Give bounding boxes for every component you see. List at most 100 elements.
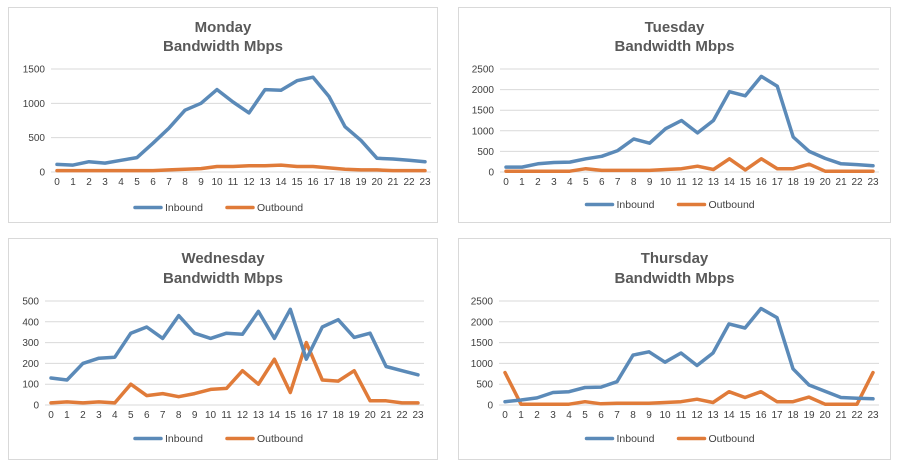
x-tick-label: 23 xyxy=(412,410,424,421)
x-tick-label: 13 xyxy=(707,410,719,421)
y-tick-label: 1500 xyxy=(471,338,494,349)
x-tick-label: 8 xyxy=(631,177,637,188)
y-tick-label: 0 xyxy=(33,401,39,412)
x-tick-label: 4 xyxy=(118,177,124,188)
x-tick-label: 10 xyxy=(205,410,217,421)
x-tick-label: 5 xyxy=(134,177,140,188)
chart-title-line1: Thursday xyxy=(641,250,709,267)
y-tick-label: 100 xyxy=(22,380,39,391)
x-tick-label: 23 xyxy=(419,177,431,188)
chart-title-line2: Bandwidth Mbps xyxy=(615,270,735,287)
y-tick-label: 2000 xyxy=(471,317,494,328)
x-tick-label: 21 xyxy=(387,177,399,188)
x-tick-label: 9 xyxy=(192,410,198,421)
x-tick-label: 1 xyxy=(64,410,70,421)
x-tick-label: 17 xyxy=(323,177,335,188)
x-tick-label: 8 xyxy=(630,410,636,421)
x-tick-label: 6 xyxy=(144,410,150,421)
x-tick-label: 16 xyxy=(307,177,319,188)
series-line-outbound xyxy=(504,157,875,173)
x-tick-label: 7 xyxy=(615,177,621,188)
y-tick-label: 500 xyxy=(22,297,39,308)
x-tick-label: 15 xyxy=(291,177,303,188)
chart-title-line2: Bandwidth Mbps xyxy=(163,270,283,287)
x-tick-label: 22 xyxy=(403,177,415,188)
x-tick-label: 18 xyxy=(788,177,800,188)
series-line-outbound xyxy=(503,370,875,406)
y-tick-label: 1000 xyxy=(23,99,46,110)
x-tick-label: 19 xyxy=(349,410,361,421)
legend-label-inbound: Inbound xyxy=(165,202,203,214)
x-tick-label: 7 xyxy=(166,177,172,188)
x-tick-label: 0 xyxy=(48,410,54,421)
x-tick-label: 10 xyxy=(211,177,223,188)
series-line-inbound xyxy=(55,75,427,167)
legend-label-inbound: Inbound xyxy=(165,433,203,445)
x-tick-label: 16 xyxy=(756,177,768,188)
x-tick-label: 12 xyxy=(243,177,255,188)
x-tick-label: 2 xyxy=(534,410,540,421)
x-tick-label: 17 xyxy=(317,410,329,421)
y-tick-label: 0 xyxy=(488,168,494,179)
x-tick-label: 11 xyxy=(228,177,239,188)
y-tick-label: 2000 xyxy=(472,85,495,96)
legend-label-outbound: Outbound xyxy=(709,199,755,211)
x-tick-label: 18 xyxy=(339,177,351,188)
series-line-outbound xyxy=(49,340,420,405)
x-tick-label: 6 xyxy=(150,177,156,188)
legend-label-outbound: Outbound xyxy=(257,433,303,445)
x-tick-label: 10 xyxy=(659,410,671,421)
y-tick-label: 500 xyxy=(476,380,493,391)
x-tick-label: 9 xyxy=(647,177,653,188)
x-tick-label: 11 xyxy=(221,410,232,421)
x-tick-label: 7 xyxy=(614,410,620,421)
x-tick-label: 3 xyxy=(102,177,108,188)
y-tick-label: 0 xyxy=(487,401,493,412)
x-tick-label: 5 xyxy=(583,177,589,188)
x-tick-label: 2 xyxy=(80,410,86,421)
x-tick-label: 2 xyxy=(86,177,92,188)
series-line-inbound xyxy=(503,306,875,404)
x-tick-label: 14 xyxy=(275,177,287,188)
x-tick-label: 5 xyxy=(582,410,588,421)
x-tick-label: 22 xyxy=(851,410,863,421)
x-tick-label: 13 xyxy=(259,177,271,188)
x-tick-label: 11 xyxy=(676,177,687,188)
legend-label-outbound: Outbound xyxy=(709,433,755,445)
x-tick-label: 23 xyxy=(867,410,879,421)
x-tick-label: 16 xyxy=(301,410,313,421)
chart-panel-wednesday: Wednesday Bandwidth Mbps 0 100 200 300 400 500 0… xyxy=(8,238,438,460)
chart-title-line2: Bandwidth Mbps xyxy=(615,38,735,55)
legend-label-inbound: Inbound xyxy=(617,433,655,445)
x-tick-label: 0 xyxy=(54,177,60,188)
chart-title-line1: Tuesday xyxy=(645,19,705,36)
y-tick-label: 1500 xyxy=(23,65,46,76)
x-tick-label: 21 xyxy=(835,410,847,421)
x-tick-label: 4 xyxy=(112,410,118,421)
x-tick-label: 11 xyxy=(676,410,687,421)
x-tick-label: 9 xyxy=(198,177,204,188)
x-tick-label: 21 xyxy=(836,177,848,188)
x-tick-label: 1 xyxy=(70,177,76,188)
chart-title-line2: Bandwidth Mbps xyxy=(163,38,283,55)
y-tick-label: 400 xyxy=(22,317,39,328)
x-tick-label: 19 xyxy=(804,177,816,188)
x-tick-label: 4 xyxy=(567,177,573,188)
x-tick-label: 14 xyxy=(724,177,736,188)
x-tick-label: 6 xyxy=(598,410,604,421)
y-tick-label: 1000 xyxy=(472,126,495,137)
x-tick-label: 19 xyxy=(803,410,815,421)
x-tick-label: 4 xyxy=(566,410,572,421)
y-tick-label: 0 xyxy=(39,168,45,179)
x-tick-label: 0 xyxy=(502,410,508,421)
y-tick-label: 2500 xyxy=(472,65,495,76)
x-tick-label: 15 xyxy=(740,177,752,188)
chart-panel-thursday: Thursday Bandwidth Mbps 0 500 1000 1500 2000 25… xyxy=(458,238,891,460)
chart-panel-monday: Monday Bandwidth Mbps 0 500 1000 1500 0 1 2 3 4 5 6 7… xyxy=(8,7,438,223)
x-tick-label: 9 xyxy=(646,410,652,421)
y-tick-label: 1500 xyxy=(472,106,495,117)
x-tick-label: 23 xyxy=(867,177,879,188)
